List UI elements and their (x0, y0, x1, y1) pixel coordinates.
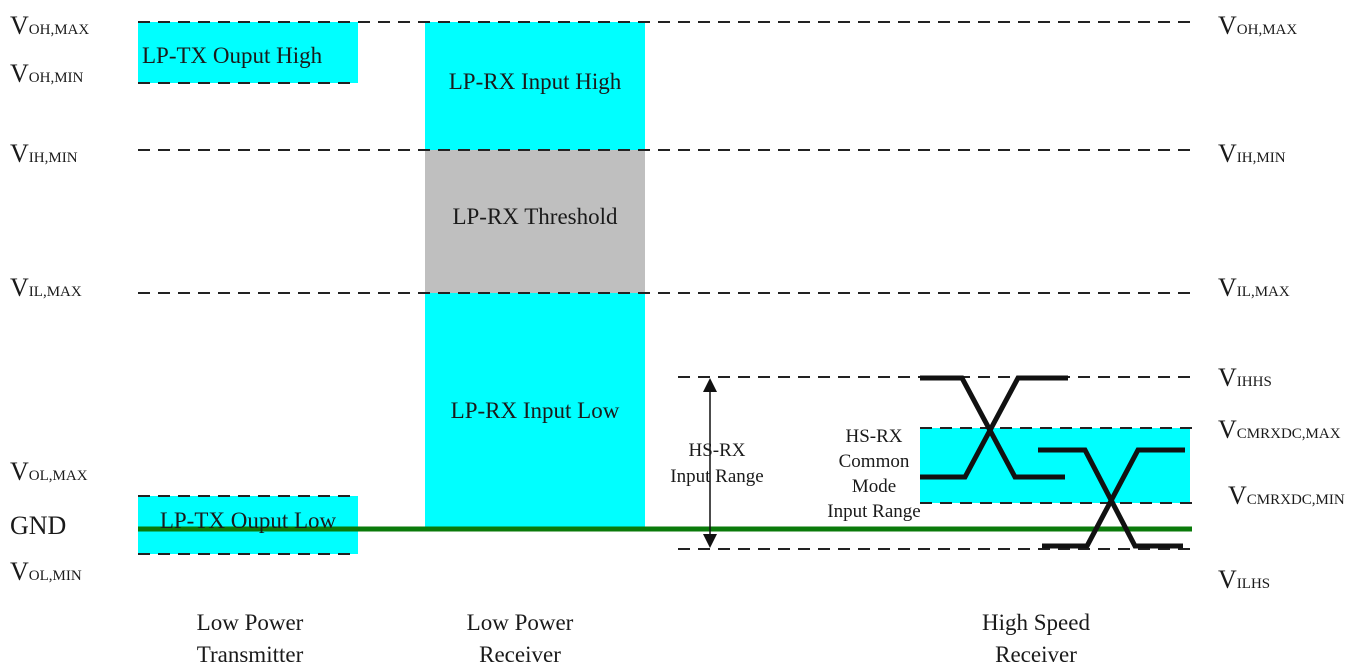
lp-tx-low-label: LP-TX Ouput Low (160, 508, 337, 533)
lp-tx-high-label: LP-TX Ouput High (142, 43, 323, 68)
left-vol-min-label: VOL,MIN (10, 557, 82, 586)
lp-tx-high-region (138, 22, 358, 83)
left-gnd-label: GND (10, 511, 66, 540)
lp-tx-low-region (138, 496, 358, 554)
right-vihhs-label: VIHHS (1218, 363, 1272, 392)
lp-rx-high-region (425, 22, 645, 150)
lp-rx-low-label: LP-RX Input Low (451, 398, 620, 423)
hs-rx-common-mode-region (920, 428, 1190, 503)
arrow-head-up (703, 378, 717, 392)
lp-rx-low-region (425, 293, 645, 529)
hs-rx-common-mode-line1: HS-RX (845, 426, 902, 447)
hs-rx-input-range-line2: Input Range (670, 466, 763, 487)
low-power-tx-label-line1: Low Power (197, 610, 304, 635)
lp-rx-threshold-label: LP-RX Threshold (452, 204, 618, 229)
low-power-rx-label-line1: Low Power (467, 610, 574, 635)
left-vil-max-label: VIL,MAX (10, 273, 82, 302)
right-vcmrxdc-min-label: VCMRXDC,MIN (1228, 481, 1345, 510)
right-vih-min-label: VIH,MIN (1218, 139, 1286, 168)
eye-crossing-upper-b (920, 375, 1068, 480)
low-power-tx-label-line2: Transmitter (197, 642, 304, 667)
low-power-rx-label-line2: Receiver (479, 642, 561, 667)
hs-rx-common-mode-line4: Input Range (827, 501, 920, 522)
high-speed-rx-label-line1: High Speed (982, 610, 1090, 635)
right-voh-max-label: VOH,MAX (1218, 11, 1297, 40)
right-vil-max-label: VIL,MAX (1218, 273, 1290, 302)
hs-rx-common-mode-line2: Common (839, 451, 910, 472)
arrow-head-down (703, 534, 717, 548)
hs-rx-input-range-line1: HS-RX (688, 440, 745, 461)
high-speed-rx-label-line2: Receiver (995, 642, 1077, 667)
left-voh-max-label: VOH,MAX (10, 11, 89, 40)
lp-rx-threshold-region (425, 150, 645, 293)
left-vih-min-label: VIH,MIN (10, 139, 78, 168)
right-vcmrxdc-max-label: VCMRXDC,MAX (1218, 415, 1341, 444)
hs-rx-common-mode-line3: Mode (852, 476, 896, 497)
eye-crossing-upper-a (920, 375, 1065, 480)
left-vol-max-label: VOL,MAX (10, 457, 88, 486)
right-vilhs-label: VILHS (1218, 565, 1270, 594)
eye-crossing-lower-b (1042, 447, 1185, 549)
lp-rx-high-label: LP-RX Input High (449, 69, 622, 94)
left-voh-min-label: VOH,MIN (10, 59, 84, 88)
